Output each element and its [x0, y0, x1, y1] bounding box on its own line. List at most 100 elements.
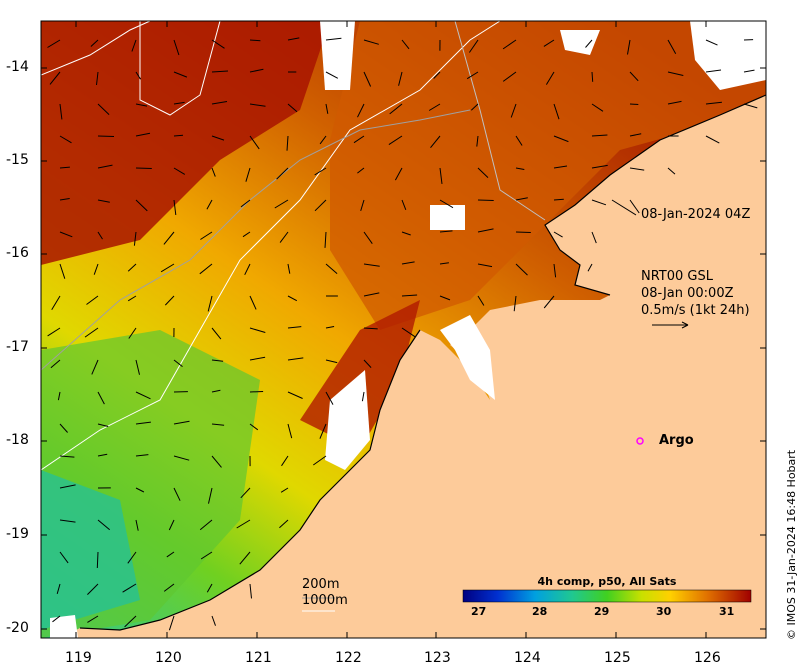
current-vector: [52, 615, 61, 623]
current-vector: [90, 39, 99, 47]
current-vector: [135, 519, 139, 531]
isobath-200m: [41, 109, 471, 371]
land-mass: [60, 95, 766, 638]
current-vector: [325, 71, 339, 79]
current-vector: [208, 487, 213, 504]
current-vector: [629, 71, 639, 82]
current-vector: [96, 71, 99, 86]
current-vector: [363, 263, 380, 267]
current-vector: [591, 134, 608, 137]
isobath-1000m: [139, 21, 221, 116]
colorbar-tick: 30: [656, 605, 672, 618]
current-vector: [47, 39, 61, 48]
current-vector: [249, 583, 252, 599]
current-vector: [245, 167, 251, 182]
current-vector: [86, 295, 99, 305]
current-vector: [211, 389, 221, 393]
current-vector: [128, 327, 137, 339]
current-vector: [667, 39, 677, 55]
current-vector: [249, 423, 259, 431]
current-vector: [287, 391, 303, 399]
lon-tick: 122: [335, 650, 362, 666]
current-vector: [361, 391, 365, 402]
current-vector: [97, 519, 111, 531]
current-vector: [280, 487, 289, 493]
current-vector: [325, 103, 329, 114]
current-vector: [249, 356, 266, 361]
current-vector: [325, 326, 335, 329]
current-vector: [97, 103, 110, 115]
current-vector: [168, 615, 175, 631]
current-vector: [591, 71, 594, 82]
map-frame: [40, 20, 767, 639]
current-vector: [743, 103, 758, 109]
no-data-patch: [560, 30, 600, 55]
current-vector: [211, 423, 225, 426]
current-vector: [470, 103, 479, 111]
current-vector: [135, 71, 142, 80]
lat-tick: -16: [6, 245, 29, 261]
current-vector: [135, 487, 145, 493]
current-vector: [743, 69, 755, 73]
current-vector: [56, 583, 61, 595]
current-vector: [173, 420, 190, 425]
current-vector: [363, 327, 378, 330]
current-vector: [97, 453, 108, 457]
current-vector: [93, 263, 99, 275]
current-vector: [96, 551, 99, 569]
current-vector: [240, 487, 251, 499]
lat-tick: -17: [6, 339, 29, 355]
no-data-patch: [430, 205, 465, 230]
current-vector: [211, 101, 228, 105]
colorbar-title: 4h comp, p50, All Sats: [537, 575, 677, 588]
current-vector: [59, 455, 75, 458]
current-vector: [287, 103, 298, 113]
current-vector: [173, 71, 188, 78]
lat-tick: -15: [6, 152, 29, 168]
current-vector: [200, 231, 213, 240]
current-vector: [281, 455, 289, 467]
current-vector: [428, 103, 441, 111]
current-vector: [325, 359, 338, 364]
current-vector: [173, 39, 180, 56]
current-vector: [667, 71, 684, 76]
current-vector: [239, 551, 251, 565]
current-vector: [553, 198, 564, 201]
current-vector: [59, 103, 63, 120]
current-vector: [211, 455, 222, 468]
current-vector: [363, 292, 380, 297]
current-vector: [629, 103, 639, 105]
current-vector: [430, 135, 441, 149]
timestamp-label: 08-Jan-2024 04Z: [641, 207, 751, 222]
current-vector: [122, 583, 137, 593]
colorbar-tick: 27: [471, 605, 487, 618]
current-vector: [173, 101, 185, 105]
lat-tick: -20: [6, 620, 29, 636]
current-vector: [84, 327, 99, 338]
current-vectors: [47, 37, 758, 631]
lon-tick: 123: [424, 650, 451, 666]
no-data-patch: [320, 21, 355, 90]
current-vector: [705, 101, 722, 105]
current-vector: [131, 39, 137, 52]
current-vector: [468, 39, 479, 53]
current-vector: [199, 263, 213, 275]
lon-tick: 119: [65, 650, 92, 666]
current-vector: [59, 198, 70, 201]
current-vector: [401, 199, 407, 210]
no-data-patch: [440, 315, 495, 400]
current-vector: [249, 391, 264, 393]
current-vector: [168, 519, 175, 531]
current-vector: [510, 103, 517, 118]
isobath-200m-label: 200m: [302, 577, 340, 592]
current-vector: [135, 421, 151, 425]
current-vector: [398, 71, 403, 86]
current-vector: [401, 327, 416, 338]
current-vector: [135, 199, 148, 212]
current-vector: [240, 199, 251, 208]
current-vector: [160, 263, 175, 273]
colorbar-tick: 28: [532, 605, 548, 618]
current-vector: [166, 551, 175, 558]
current-vector: [439, 230, 453, 233]
